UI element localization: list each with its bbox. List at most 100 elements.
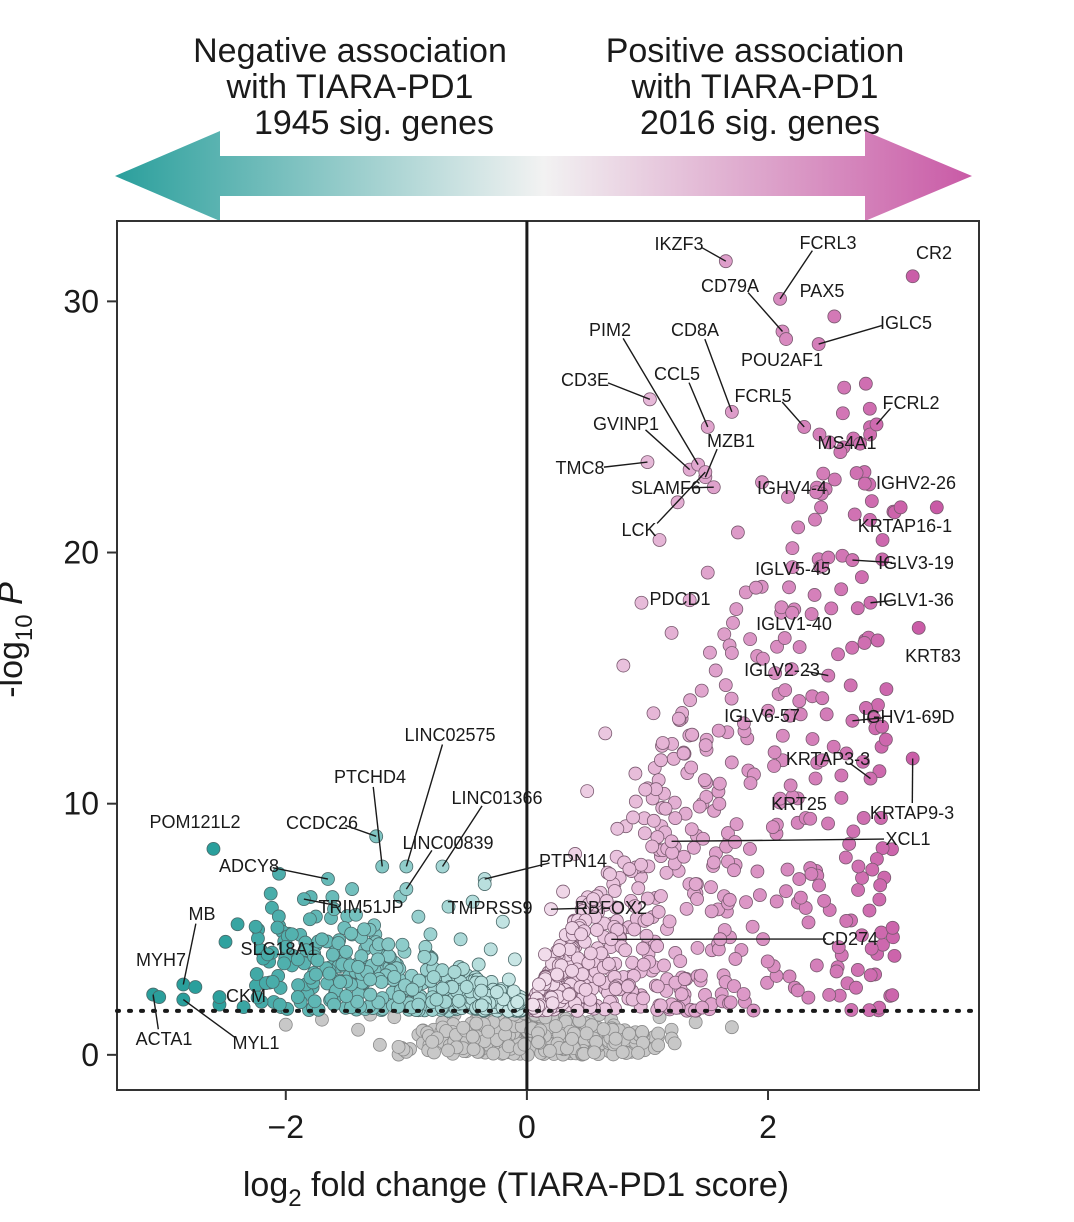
- point-positive: [808, 512, 822, 527]
- y-axis-title-post: P: [0, 582, 30, 614]
- point-positive: [699, 789, 714, 804]
- point-negative: [387, 970, 402, 984]
- point-positive: [822, 435, 837, 450]
- gene-label: IGLV2-23: [744, 660, 820, 680]
- point-positive: [829, 964, 844, 979]
- point-negative: [206, 841, 221, 856]
- point-positive: [865, 862, 880, 877]
- point-positive: [655, 736, 670, 750]
- point-positive: [770, 639, 784, 654]
- point-positive: [638, 782, 653, 797]
- point-positive: [842, 837, 857, 851]
- point-positive: [552, 943, 567, 957]
- point-positive: [628, 794, 643, 809]
- gene-leader-line: [405, 850, 433, 890]
- point-nonsig: [667, 1036, 682, 1051]
- point-positive: [885, 920, 900, 935]
- point-positive: [817, 893, 832, 908]
- point-positive: [768, 666, 783, 681]
- point-nonsig: [486, 1046, 501, 1061]
- point-positive: [671, 711, 686, 726]
- point-positive: [872, 892, 887, 907]
- point-positive: [690, 892, 704, 906]
- point-positive: [532, 977, 546, 992]
- point-positive: [601, 957, 616, 971]
- point-negative: [260, 947, 275, 962]
- y-tick-label: 0: [81, 1037, 99, 1073]
- point-nonsig: [372, 1037, 387, 1052]
- point-positive: [862, 903, 877, 918]
- point-negative: [459, 980, 474, 994]
- point-positive: [750, 864, 765, 879]
- point-positive: [626, 810, 640, 825]
- point-positive: [767, 745, 782, 760]
- point-positive: [724, 755, 739, 770]
- point-positive: [779, 332, 794, 346]
- gene-label: CKM: [226, 986, 266, 1006]
- point-negative: [510, 995, 525, 1009]
- point-positive: [565, 963, 579, 978]
- point-positive: [803, 811, 818, 826]
- point-negative: [309, 967, 323, 982]
- point-negative: [331, 936, 346, 950]
- gene-label: CD3E: [561, 370, 609, 390]
- point-negative: [474, 983, 489, 998]
- gene-label: IKZF3: [654, 234, 703, 254]
- point-positive: [859, 701, 873, 715]
- point-positive: [785, 605, 800, 620]
- point-positive: [801, 915, 816, 930]
- point-positive: [730, 525, 745, 540]
- point-nonsig: [651, 1038, 666, 1053]
- point-negative: [351, 960, 366, 974]
- point-positive: [538, 947, 552, 962]
- point-nonsig: [579, 1026, 594, 1041]
- positive-header-line1: Positive association: [606, 32, 905, 70]
- point-negative: [327, 902, 341, 917]
- point-positive: [592, 972, 607, 987]
- point-nonsig: [596, 1022, 611, 1037]
- point-positive: [586, 892, 601, 907]
- gene-label: RBFOX2: [575, 898, 647, 918]
- point-positive: [777, 631, 792, 645]
- point-negative: [471, 957, 486, 972]
- gene-label: CCDC26: [286, 813, 358, 833]
- gene-label: LCK: [621, 520, 656, 540]
- gene-leader-line: [607, 382, 651, 400]
- point-negative: [374, 975, 389, 989]
- gene-label: PTCHD4: [334, 767, 406, 787]
- point-positive: [607, 884, 622, 898]
- point-positive: [824, 601, 839, 616]
- gene-leader-line: [688, 382, 709, 428]
- point-positive: [775, 728, 790, 743]
- point-negative: [248, 919, 263, 934]
- x-tick-label: 2: [759, 1109, 777, 1145]
- point-positive: [562, 987, 576, 1002]
- gene-leader-line: [779, 250, 813, 300]
- point-positive: [793, 890, 808, 905]
- point-positive: [851, 859, 866, 874]
- point-negative: [325, 947, 340, 962]
- gene-label: IGLC5: [880, 313, 932, 333]
- gene-label: TMPRSS9: [447, 898, 532, 918]
- point-positive: [743, 841, 757, 856]
- point-negative: [277, 956, 291, 971]
- gene-label: MZB1: [707, 431, 755, 451]
- gene-leader-line: [852, 559, 893, 564]
- point-negative: [371, 952, 385, 967]
- y-tick-label: 10: [63, 786, 99, 822]
- gene-label: PAX5: [800, 281, 845, 301]
- gene-label: CD274: [822, 929, 878, 949]
- point-positive: [685, 727, 699, 742]
- gene-leader-line: [818, 324, 883, 345]
- point-positive: [849, 980, 863, 995]
- point-positive: [640, 912, 655, 927]
- point-nonsig: [469, 1016, 484, 1031]
- association-arrow: [115, 131, 972, 221]
- gene-leader-line: [747, 292, 784, 332]
- x-axis-title-post: fold change (TIARA-PD1 score): [302, 1166, 790, 1204]
- header: Negative association with TIARA-PD1 1945…: [193, 32, 904, 142]
- point-negative: [357, 922, 372, 937]
- point-positive: [875, 533, 890, 547]
- point-positive: [704, 880, 718, 895]
- point-positive: [743, 632, 758, 647]
